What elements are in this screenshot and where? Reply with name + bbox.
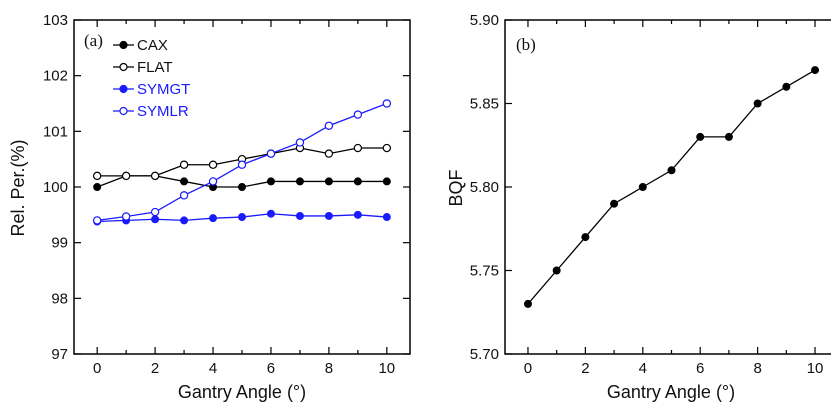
panel-a-xtick-label: 6: [267, 360, 275, 377]
panel-b-point-series: [552, 266, 561, 275]
panel-a-point-flat: [150, 171, 160, 181]
panel-a-point-symlr: [121, 212, 131, 221]
panel-a-point-symgt: [180, 216, 189, 225]
panel-a-point-cax: [295, 177, 304, 186]
panel-a-label: (a): [84, 31, 103, 50]
panel-a-point-cax: [238, 183, 247, 192]
panel-b-point-series: [610, 199, 619, 208]
panel-b-xtick-label: 8: [753, 360, 761, 377]
panel-b-xtick-label: 10: [807, 360, 824, 377]
panel-b-xlabel: Gantry Angle (°): [607, 382, 735, 402]
legend-marker-symlr: [119, 106, 128, 116]
panel-a-point-symlr: [295, 138, 305, 147]
panel-a-ytick-label: 100: [43, 179, 68, 196]
panel-a-point-symlr: [266, 149, 276, 158]
panel-a-ytick-label: 97: [51, 346, 68, 363]
panel-a-point-symgt: [238, 213, 247, 222]
panel-a-xtick-label: 8: [325, 360, 333, 377]
legend-label-cax: CAX: [137, 37, 168, 54]
panel-a-point-flat: [121, 171, 131, 181]
panel-a-xtick-label: 10: [378, 360, 395, 377]
panel-b-point-series: [811, 66, 820, 75]
panel-b-point-series: [724, 132, 733, 141]
panel-b-point-series: [581, 233, 590, 242]
panel-a-point-flat: [179, 160, 189, 169]
panel-a-point-symgt: [324, 211, 333, 220]
panel-b-ytick-label: 5.70: [470, 346, 499, 363]
panel-a-xtick-label: 0: [93, 360, 101, 377]
legend-marker-flat: [119, 62, 128, 72]
panel-b-point-series: [638, 183, 647, 192]
panel-b-point-series: [753, 99, 762, 108]
panel-a-point-symlr: [353, 110, 363, 119]
legend-label-symgt: SYMGT: [137, 81, 190, 98]
panel-b-line-series: [527, 69, 816, 305]
panel-b-point-series: [667, 166, 676, 175]
panel-a-point-cax: [324, 177, 333, 186]
panel-b-point-series: [696, 132, 705, 141]
panel-a-point-symlr: [237, 160, 247, 169]
panel-a-point-symlr: [382, 99, 392, 108]
panel-b-xtick-label: 0: [524, 360, 532, 377]
panel-a-ylabel: Rel. Per.(%): [8, 139, 28, 236]
panel-a-point-symgt: [295, 211, 304, 220]
panel-a-point-flat: [324, 149, 334, 158]
panel-a-point-symgt: [266, 209, 275, 218]
panel-a-point-symlr: [179, 191, 189, 200]
panel-a-ytick-label: 103: [43, 12, 68, 29]
panel-a-point-symlr: [92, 216, 102, 225]
panel-b-ytick-label: 5.90: [470, 12, 499, 29]
panel-a-ytick-label: 102: [43, 68, 68, 85]
legend-label-flat: FLAT: [137, 59, 173, 76]
panel-b-ylabel: BQF: [446, 169, 466, 206]
panel-a-point-flat: [92, 171, 102, 181]
panel-a-point-symlr: [150, 207, 160, 217]
panel-a-point-cax: [382, 177, 391, 186]
panel-b-xtick-label: 6: [696, 360, 704, 377]
panel-a-ytick-label: 98: [51, 290, 68, 307]
panel-a-point-cax: [180, 177, 189, 186]
panel-b-label: (b): [516, 35, 536, 54]
legend-marker-symgt: [119, 84, 128, 94]
panel-b-ytick-label: 5.80: [470, 179, 499, 196]
panel-a-point-cax: [266, 177, 275, 186]
panel-a-point-flat: [353, 143, 363, 153]
panel-a-point-symgt: [209, 214, 218, 223]
panel-a-ytick-label: 99: [51, 235, 68, 252]
panel-a-point-symgt: [382, 213, 391, 222]
panel-a-point-symlr: [208, 177, 218, 186]
panel-a-point-cax: [353, 177, 362, 186]
panel-a-point-flat: [208, 160, 218, 169]
legend-marker-cax: [119, 40, 128, 50]
panel-b-xtick-label: 4: [639, 360, 647, 377]
panel-b-xtick-label: 2: [581, 360, 589, 377]
panel-a-xtick-label: 4: [209, 360, 217, 377]
panel-a-point-flat: [382, 143, 392, 153]
panel-a-point-cax: [93, 183, 102, 192]
panel-a-ytick-label: 101: [43, 123, 68, 140]
panel-a-point-symgt: [151, 215, 160, 224]
chart-panel-a: Rel. Per.(%) Gantry Angle (°) (a) 0 2 4 6 8 1…: [8, 12, 411, 402]
panel-b-point-series: [523, 299, 532, 308]
panel-a-point-symlr: [324, 121, 334, 130]
panel-a-point-symgt: [353, 210, 362, 219]
panel-a-xlabel: Gantry Angle (°): [178, 382, 306, 402]
legend-label-symlr: SYMLR: [137, 103, 189, 120]
chart-panel-b: BQF Gantry Angle (°) (b) 0 2 4 6 8 10 5.70 5.75…: [446, 12, 831, 402]
panel-b-axes-frame: [504, 19, 831, 355]
panel-b-point-series: [782, 82, 791, 91]
panel-b-ytick-label: 5.75: [470, 263, 499, 280]
panel-a-xtick-label: 2: [151, 360, 159, 377]
panel-b-ytick-label: 5.85: [470, 96, 499, 113]
